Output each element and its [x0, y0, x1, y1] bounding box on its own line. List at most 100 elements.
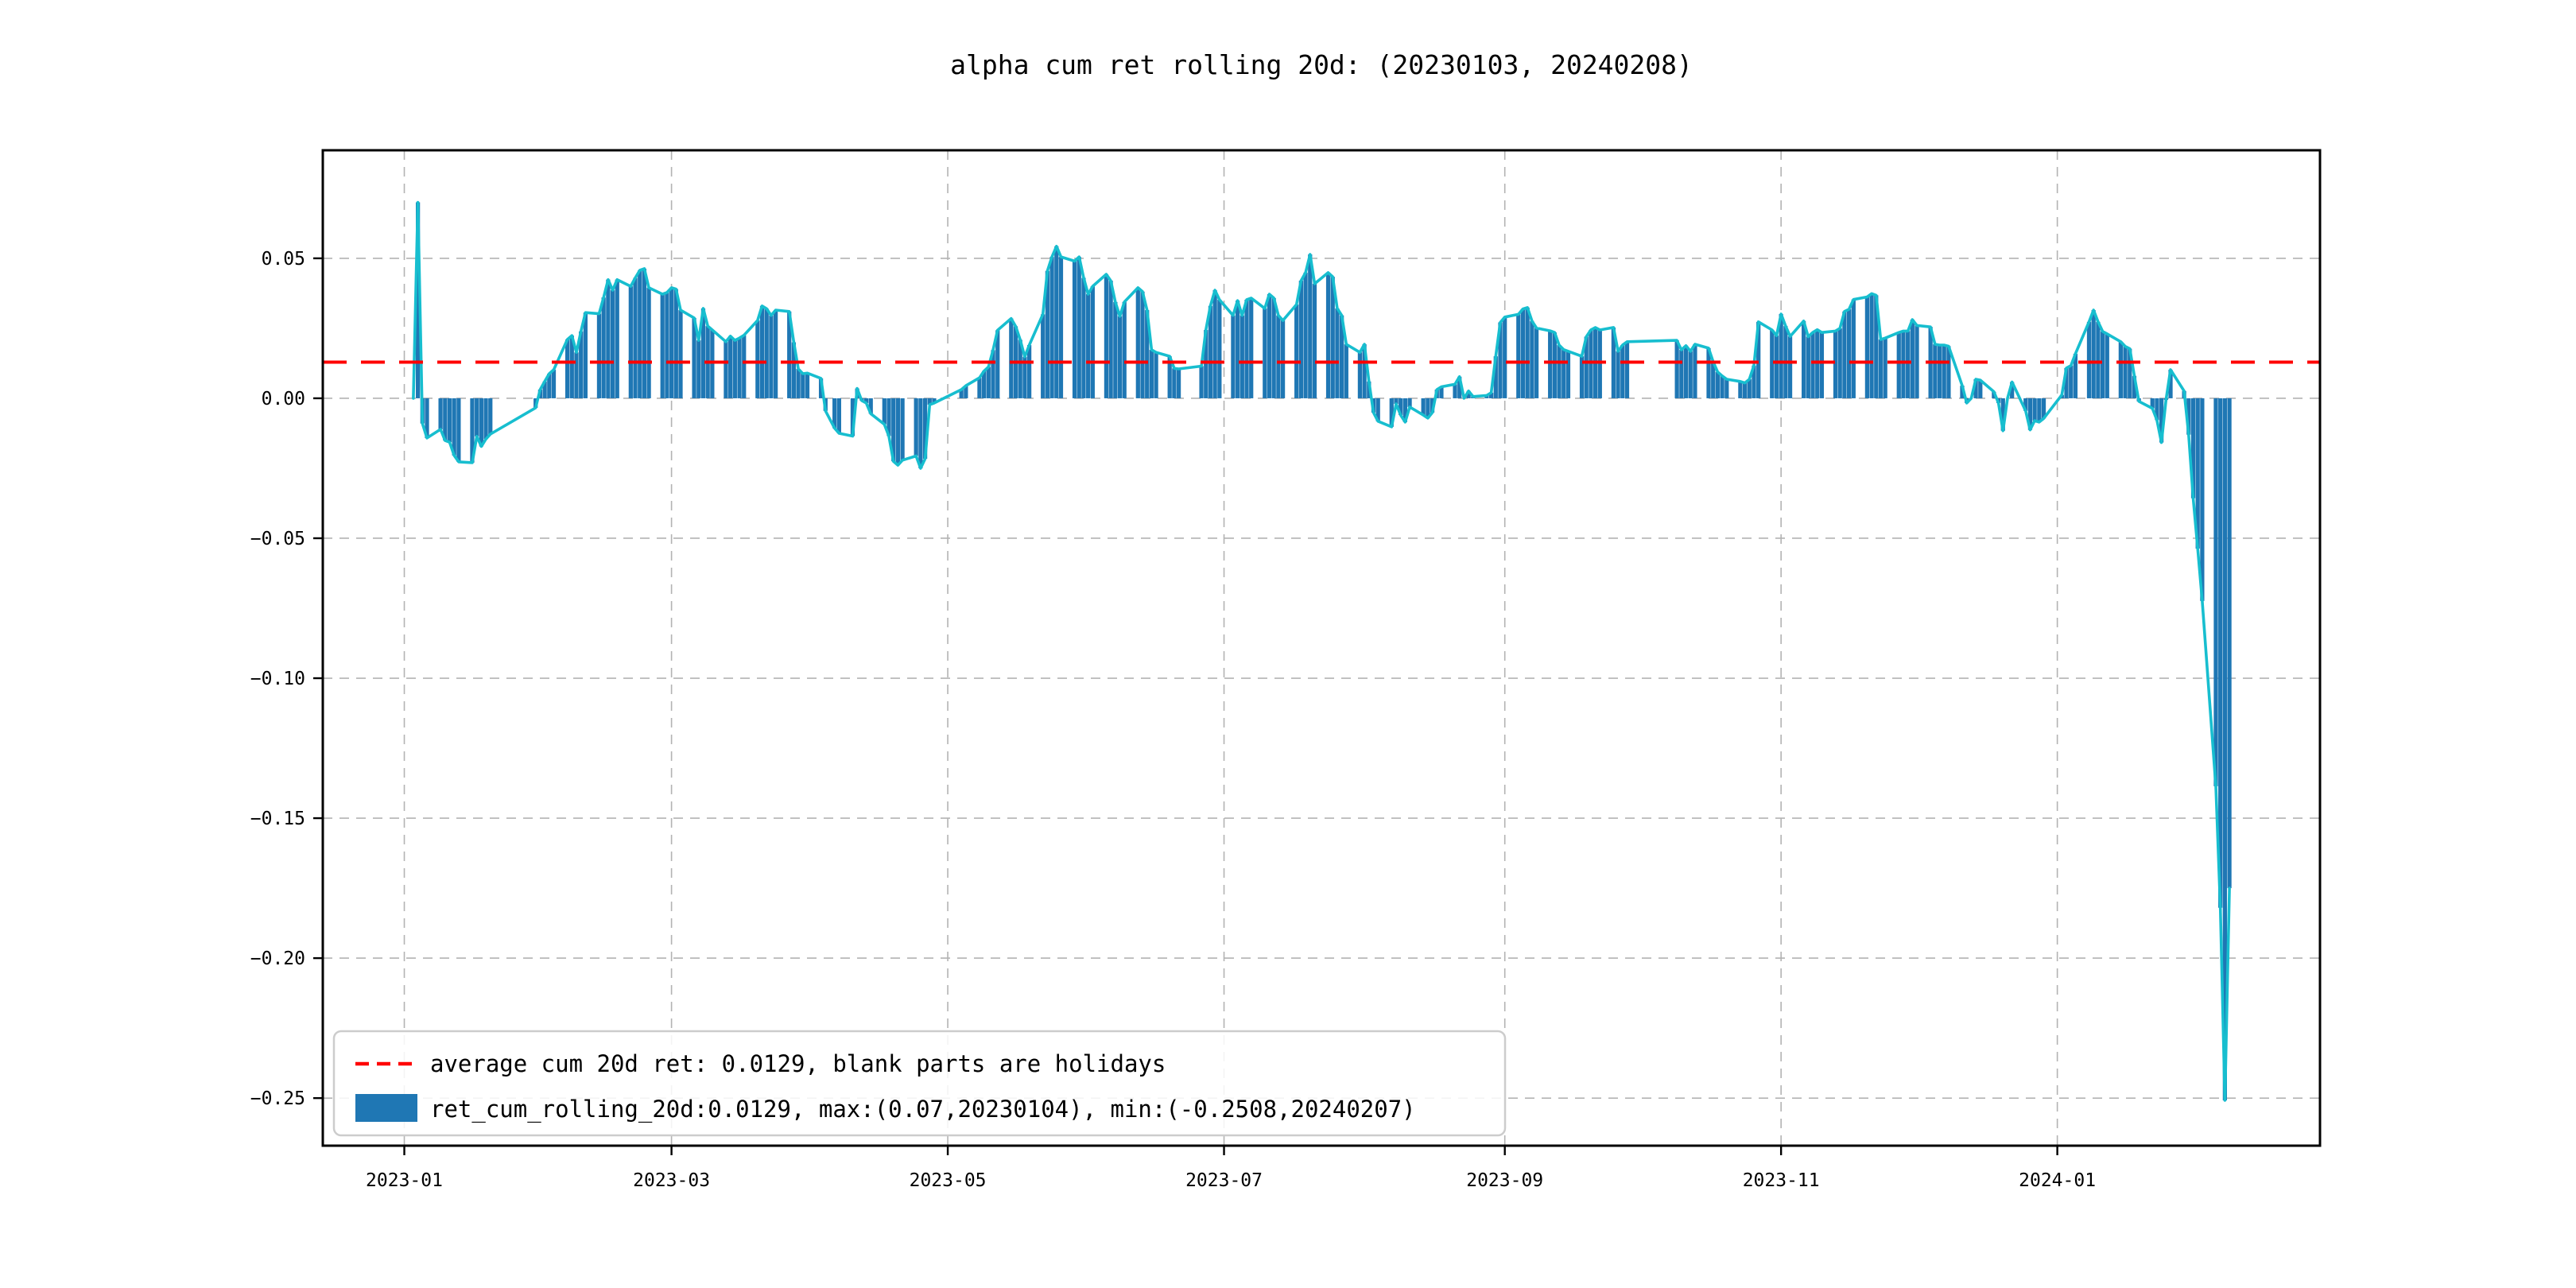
bar: [1421, 398, 1426, 416]
bar: [1389, 398, 1394, 427]
bar: [1154, 352, 1158, 398]
bar: [1135, 287, 1140, 398]
bar: [1706, 347, 1711, 398]
bar: [1597, 330, 1602, 398]
bar: [1620, 345, 1625, 398]
bar: [1199, 366, 1204, 398]
bar: [1833, 331, 1838, 398]
bar: [791, 342, 797, 398]
bar: [1747, 379, 1752, 398]
bars-layer: [416, 202, 2232, 1100]
bar: [1303, 272, 1308, 398]
bar: [1312, 283, 1317, 398]
bar: [742, 335, 747, 398]
bar: [1770, 330, 1775, 398]
x-tick-label: 2023-09: [1466, 1170, 1543, 1191]
bar: [1117, 316, 1123, 398]
bar: [755, 320, 760, 398]
bar: [728, 336, 733, 398]
bar: [1516, 314, 1521, 398]
bar: [759, 305, 765, 398]
bar: [1624, 341, 1630, 398]
bar: [927, 398, 932, 405]
bar: [2128, 348, 2132, 398]
chart-title: alpha cum ret rolling 20d: (20230103, 20…: [950, 49, 1693, 80]
bar: [1466, 390, 1471, 398]
bar: [1267, 293, 1272, 398]
bar: [1240, 315, 1244, 398]
bar: [1294, 305, 1299, 398]
bar: [1525, 307, 1530, 398]
x-tick-label: 2023-01: [366, 1170, 443, 1191]
bar: [1530, 320, 1534, 398]
legend-bar-marker: [355, 1094, 417, 1122]
bar: [2100, 331, 2105, 398]
bar: [1009, 318, 1014, 398]
bar: [1973, 379, 1978, 398]
bar: [886, 398, 891, 436]
bar: [1453, 384, 1457, 398]
bar: [914, 398, 918, 456]
bar: [1399, 398, 1403, 416]
bar: [1049, 257, 1054, 398]
bar: [665, 292, 669, 398]
bar: [2200, 398, 2205, 601]
bar: [1960, 386, 1965, 398]
bar: [932, 398, 937, 403]
bar: [1679, 350, 1684, 398]
bar: [995, 330, 1000, 398]
bar: [1837, 328, 1842, 398]
bar: [2073, 353, 2078, 398]
bar: [832, 398, 837, 429]
bar: [2132, 375, 2137, 398]
bar: [1026, 345, 1032, 398]
bar: [1077, 257, 1081, 398]
y-tick-label: −0.10: [250, 669, 305, 689]
bar: [1806, 336, 1810, 398]
bar: [737, 338, 742, 398]
bar: [922, 398, 928, 459]
bar: [479, 398, 483, 447]
y-tick-label: −0.25: [250, 1088, 305, 1109]
bar: [638, 270, 642, 398]
bar: [982, 370, 987, 398]
bar: [1058, 257, 1064, 398]
bar: [692, 317, 696, 398]
bar: [1167, 356, 1172, 398]
bar: [836, 398, 841, 433]
bar: [615, 279, 619, 398]
bar: [1045, 270, 1049, 398]
bar: [1271, 297, 1276, 398]
bar: [1787, 336, 1793, 398]
bar: [2037, 398, 2042, 422]
bar: [1851, 299, 1856, 398]
bar: [991, 350, 995, 398]
bar: [1579, 356, 1585, 398]
bar: [606, 279, 611, 398]
x-tick-label: 2023-07: [1185, 1170, 1263, 1191]
bar: [1693, 343, 1697, 398]
bar: [2218, 398, 2223, 908]
bar: [1896, 332, 1901, 398]
bar: [447, 398, 452, 443]
bar: [710, 330, 715, 398]
bar: [1738, 381, 1743, 398]
bar: [2159, 398, 2164, 443]
bar: [1308, 254, 1313, 398]
bar: [868, 398, 873, 414]
bar: [696, 340, 701, 398]
bar: [646, 287, 651, 398]
return-line: [412, 200, 2231, 1102]
bar: [2032, 398, 2037, 421]
bar: [2105, 333, 2109, 398]
bar: [977, 378, 982, 398]
bar: [551, 370, 557, 398]
bar: [1774, 336, 1779, 398]
bar: [2190, 398, 2196, 499]
bar: [2155, 398, 2159, 421]
bar: [959, 390, 964, 398]
bar: [633, 277, 638, 398]
bar: [1674, 340, 1679, 398]
bar: [986, 367, 991, 398]
